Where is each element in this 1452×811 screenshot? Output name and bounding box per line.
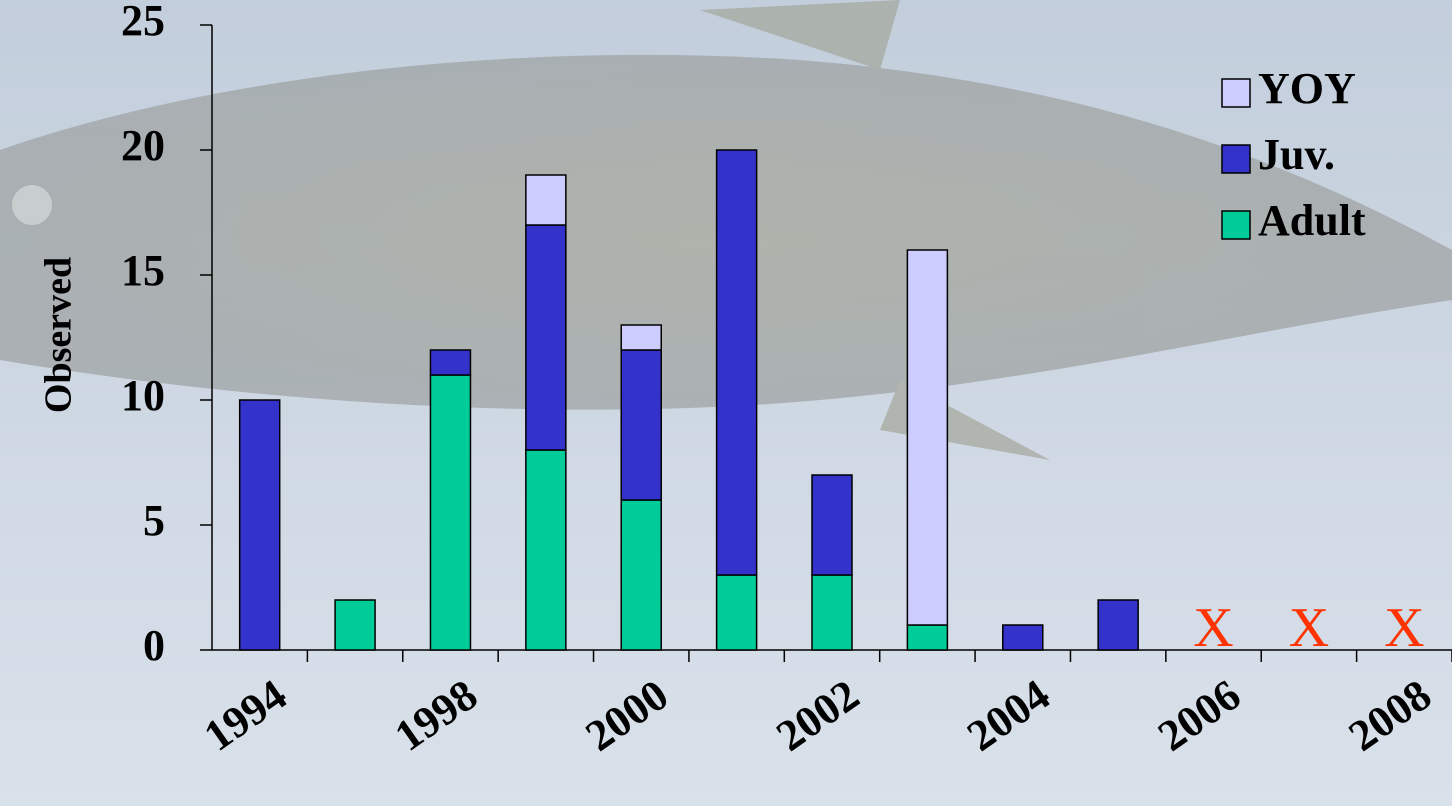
bar-segment bbox=[811, 474, 853, 576]
bar-segment bbox=[334, 599, 376, 651]
missing-marker: X bbox=[1193, 597, 1233, 659]
y-tick-label: 5 bbox=[143, 496, 165, 545]
bar-segment bbox=[525, 449, 567, 651]
y-axis-label: Observed bbox=[38, 257, 80, 413]
y-tick-label: 15 bbox=[121, 246, 165, 295]
bar-segment bbox=[715, 149, 758, 576]
legend-swatch bbox=[1221, 210, 1251, 240]
legend-swatch bbox=[1221, 144, 1251, 174]
legend-label: YOY bbox=[1258, 64, 1356, 113]
bar-segment bbox=[620, 499, 662, 651]
bar-segment bbox=[1002, 624, 1044, 651]
bar-segment bbox=[811, 574, 853, 651]
y-tick-label: 25 bbox=[121, 0, 165, 45]
bar-segment bbox=[525, 174, 567, 226]
bar-segment bbox=[715, 574, 758, 651]
missing-marker: X bbox=[1384, 597, 1424, 659]
legend-swatch bbox=[1221, 78, 1251, 108]
bar-segment bbox=[429, 374, 472, 651]
bar-segment bbox=[620, 349, 662, 501]
legend-label: Juv. bbox=[1258, 130, 1335, 179]
bar-segment bbox=[620, 324, 662, 351]
bar-segment bbox=[906, 249, 949, 626]
bar-segment bbox=[238, 399, 281, 651]
bar-segment bbox=[906, 624, 949, 651]
bar-segment bbox=[429, 349, 472, 376]
legend-label: Adult bbox=[1258, 196, 1366, 245]
y-tick-label: 20 bbox=[121, 121, 165, 170]
bar-segment bbox=[525, 224, 567, 451]
y-tick-label: 0 bbox=[143, 621, 165, 670]
bar-segment bbox=[1097, 599, 1139, 651]
missing-marker: X bbox=[1289, 597, 1329, 659]
y-tick-label: 10 bbox=[121, 371, 165, 420]
